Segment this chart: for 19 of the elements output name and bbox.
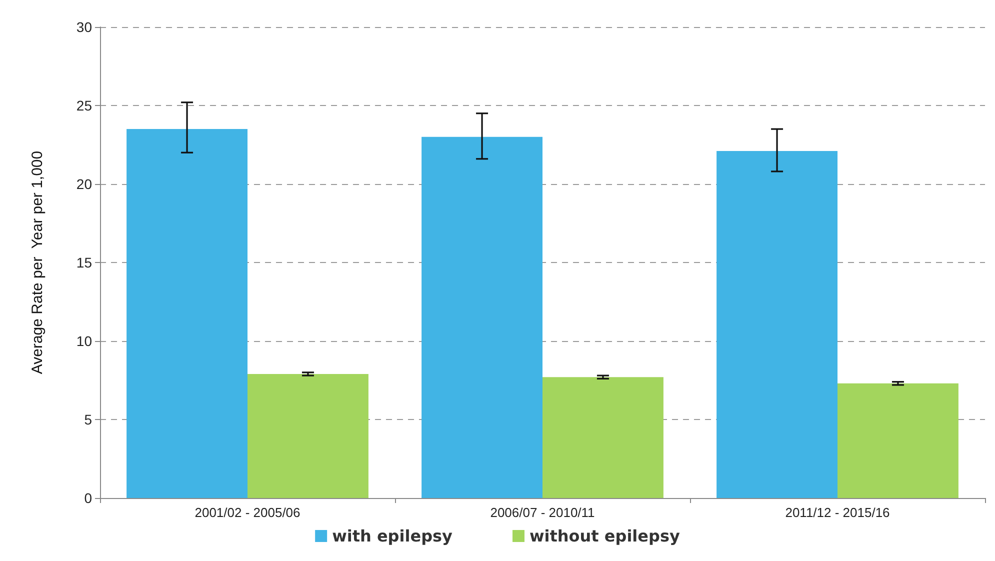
legend-label: without epilepsy <box>529 526 680 546</box>
x-tick-label: 2006/07 - 2010/11 <box>490 505 595 520</box>
legend-label: with epilepsy <box>332 526 454 546</box>
y-tick-label: 25 <box>76 98 92 114</box>
bar <box>716 151 838 498</box>
bar <box>838 383 958 498</box>
bar <box>248 374 368 498</box>
y-tick-label: 20 <box>76 176 92 192</box>
y-tick-label: 10 <box>76 333 92 349</box>
bar <box>422 136 542 498</box>
y-tick-label: 30 <box>76 19 92 35</box>
bar <box>542 377 664 498</box>
y-tick-label: 5 <box>84 412 92 428</box>
x-tick-label: 2001/02 - 2005/06 <box>194 505 300 520</box>
y-tick-label: 0 <box>84 490 92 506</box>
y-axis-title: Average Rate per Year per 1,000 <box>29 150 46 374</box>
bar <box>126 129 248 498</box>
y-tick-label: 15 <box>76 254 92 270</box>
x-tick-label: 2011/12 - 2015/16 <box>785 505 890 520</box>
